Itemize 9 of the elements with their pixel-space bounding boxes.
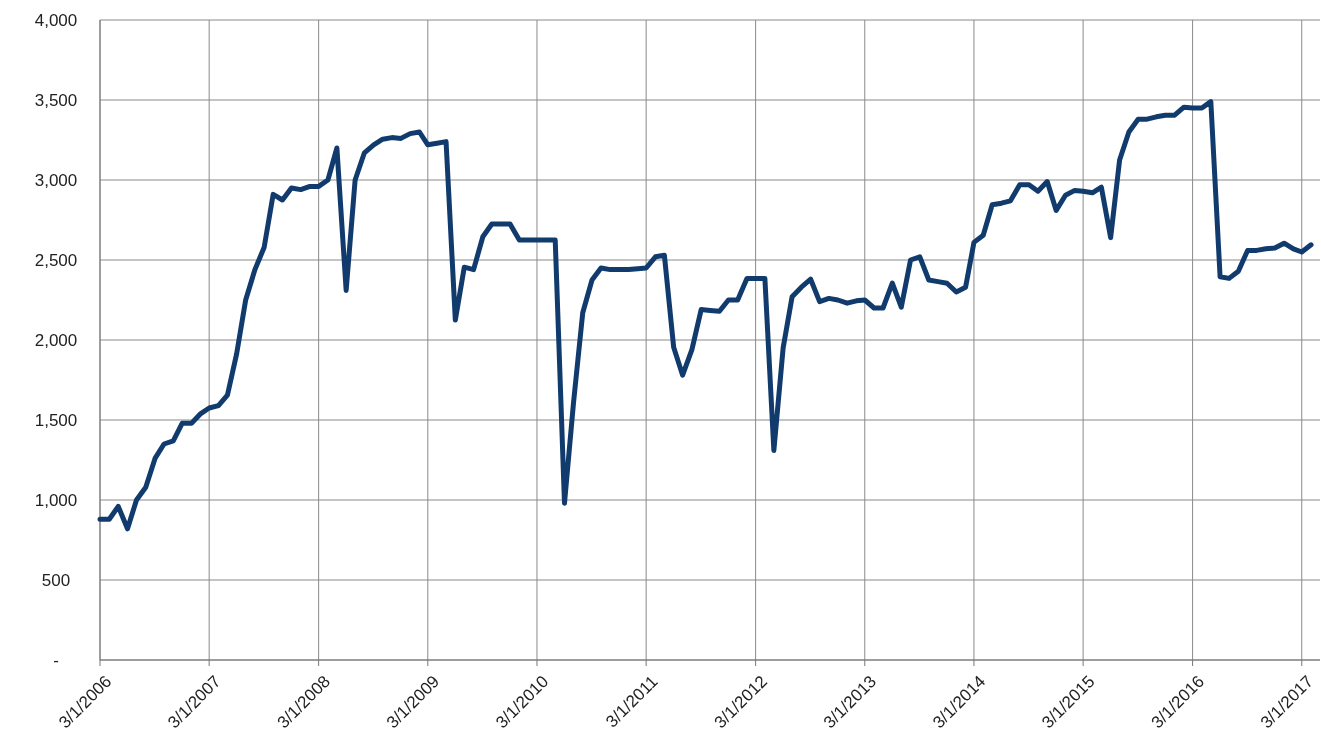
y-tick-label: - — [53, 650, 59, 670]
y-tick-label: 500 — [41, 570, 71, 590]
y-tick-label: 4,000 — [34, 10, 78, 30]
y-tick-label: 2,000 — [34, 330, 78, 350]
y-tick-label: 1,000 — [34, 490, 78, 510]
y-tick-label: 2,500 — [34, 250, 78, 270]
y-tick-label: 3,500 — [34, 90, 78, 110]
y-tick-label: 3,000 — [34, 170, 78, 190]
y-tick-label: 1,500 — [34, 410, 78, 430]
